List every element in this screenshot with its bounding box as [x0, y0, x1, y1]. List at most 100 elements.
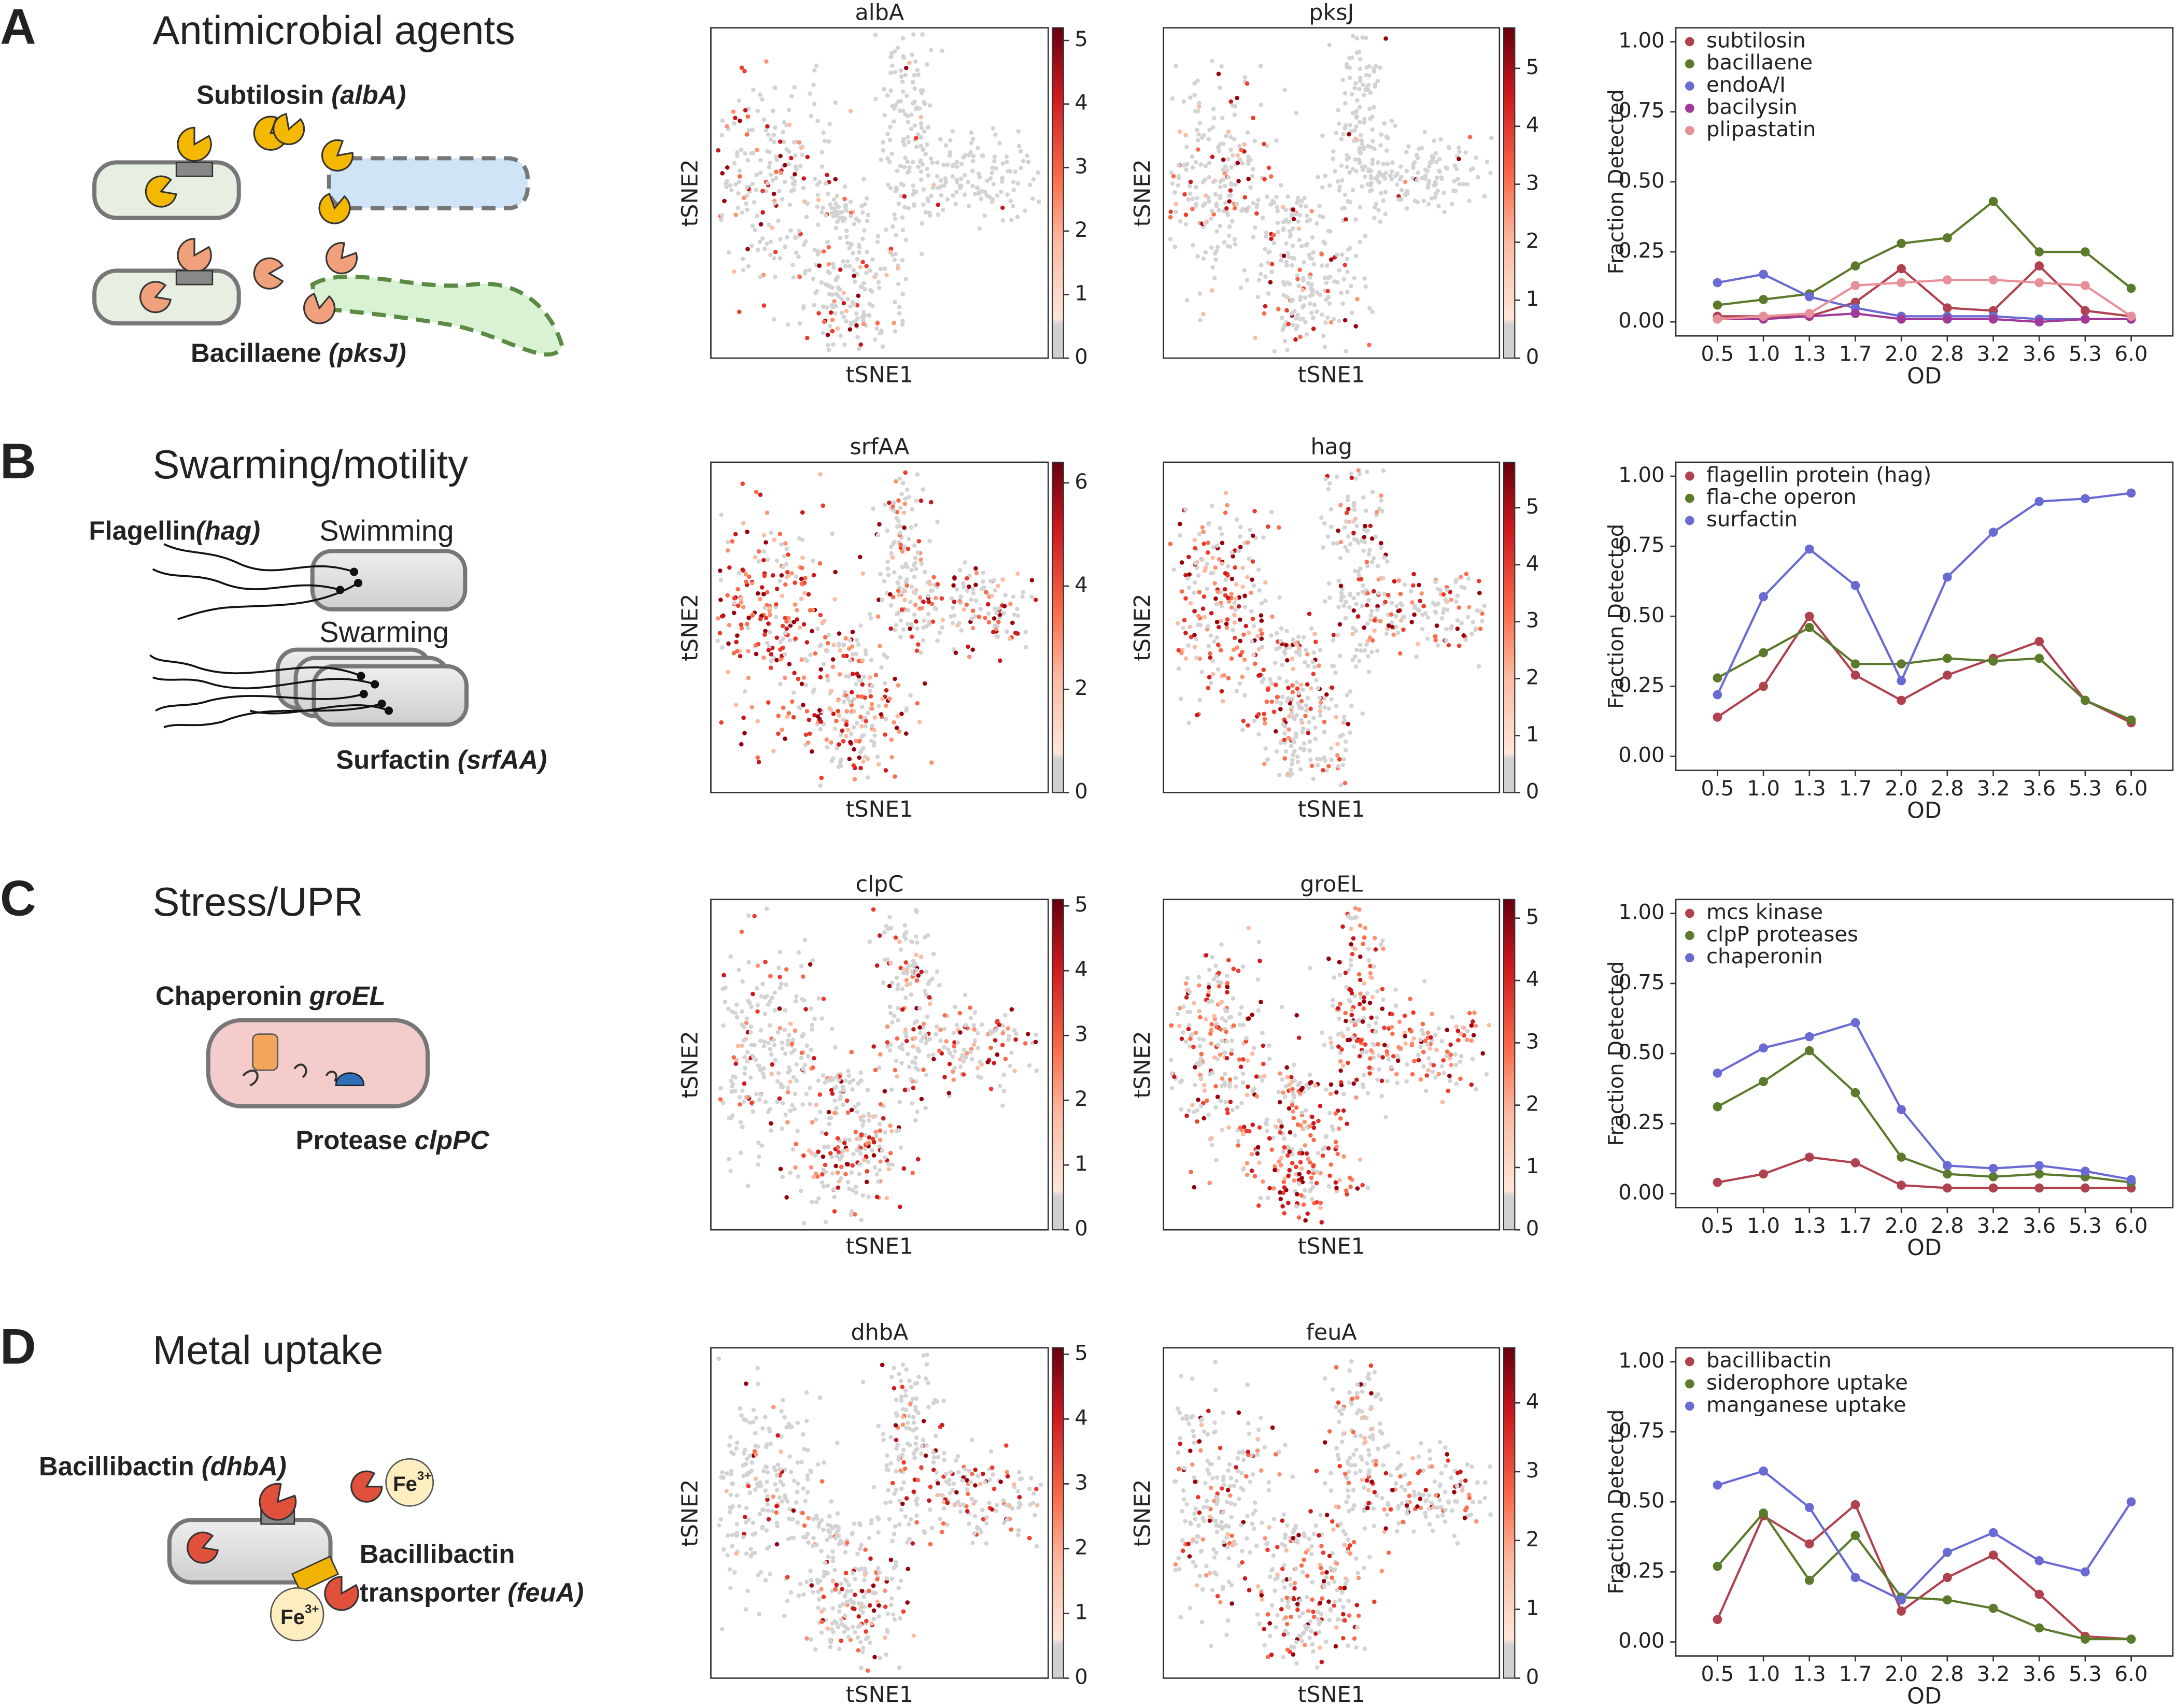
cell-point [1285, 1075, 1290, 1079]
cell-point [726, 250, 731, 255]
cell-point [1214, 602, 1219, 607]
cell-point [1337, 1178, 1342, 1183]
cell-point [1232, 112, 1237, 117]
cell-point [1201, 529, 1206, 534]
cell-point [1234, 1084, 1239, 1089]
cell-point [1458, 575, 1463, 579]
cell-point [836, 1185, 841, 1190]
cell-point [1221, 167, 1225, 172]
cell-point [1225, 990, 1229, 995]
tsne-points [716, 1353, 1043, 1673]
cell-point [1236, 1138, 1241, 1144]
plot-title: albA [855, 0, 904, 25]
cell-point [971, 1042, 977, 1047]
cell-point [754, 651, 759, 657]
cell-point [1229, 656, 1234, 661]
cell-point [1434, 1047, 1439, 1052]
cell-point [1214, 229, 1219, 234]
cell-point [823, 1170, 828, 1174]
cell-point [759, 994, 764, 999]
cell-point [731, 1451, 736, 1457]
cell-point [1007, 636, 1012, 641]
cell-point [745, 1472, 750, 1477]
cell-point [795, 608, 799, 613]
cell-point [1251, 583, 1256, 588]
cell-point [1296, 219, 1300, 224]
cell-point [1328, 1082, 1334, 1087]
cell-point [892, 1365, 896, 1371]
cell-point [969, 1497, 974, 1501]
cell-point [765, 510, 770, 515]
cell-point [989, 1507, 995, 1512]
cell-point [953, 202, 958, 206]
cell-point [905, 1441, 910, 1446]
cell-point [1362, 93, 1367, 97]
cell-point [1282, 651, 1288, 656]
cell-point [722, 973, 726, 978]
cell-point [730, 1113, 735, 1118]
cell-point [801, 703, 805, 707]
cell-point [1368, 618, 1373, 623]
cell-point [946, 1482, 952, 1487]
cell-point [1222, 1007, 1227, 1012]
cell-point [940, 625, 944, 630]
cell-point [1331, 998, 1335, 1003]
cell-point [837, 631, 842, 636]
cell-point [728, 1505, 733, 1511]
cell-point [811, 82, 816, 88]
cell-point [801, 176, 807, 181]
cell-point [1383, 170, 1388, 176]
cell-point [767, 222, 771, 227]
cell-point [1245, 540, 1250, 545]
cell-point [754, 643, 758, 648]
cell-point [872, 1165, 878, 1170]
cell-point [896, 983, 901, 987]
cell-point [774, 176, 779, 180]
cell-point [775, 1433, 781, 1438]
cell-point [1232, 137, 1237, 141]
cell-point [735, 150, 740, 155]
cell-point [1424, 1088, 1429, 1093]
colorbar-tick-label: 1 [1526, 1155, 1539, 1178]
cell-point [1365, 591, 1370, 596]
cell-point [1335, 633, 1340, 637]
cell-point [1298, 203, 1303, 208]
cell-point [981, 585, 986, 590]
cell-point [940, 1422, 944, 1428]
cell-point [894, 516, 899, 521]
cell-point [1256, 567, 1261, 572]
cell-point [970, 587, 976, 591]
cell-point [874, 326, 879, 331]
cell-point [1397, 1019, 1402, 1024]
cell-point [889, 980, 895, 985]
cell-point [1238, 286, 1243, 290]
cell-point [1369, 608, 1374, 614]
cell-point [1355, 296, 1360, 302]
cell-point [847, 327, 853, 332]
cell-point [895, 714, 900, 719]
cell-point [1319, 252, 1324, 257]
cell-point [793, 999, 798, 1004]
cell-point [1307, 720, 1312, 724]
cell-point [908, 981, 913, 986]
cell-point [1389, 177, 1394, 181]
cell-point [750, 581, 755, 586]
cell-point [773, 1468, 778, 1473]
cell-point [826, 245, 831, 250]
cell-point [1209, 208, 1214, 214]
cell-point [761, 533, 767, 538]
cell-point [814, 289, 819, 294]
cell-point [898, 1204, 902, 1209]
cell-point [1199, 135, 1205, 140]
cell-point [843, 1137, 848, 1142]
cell-point [903, 73, 908, 78]
cell-point [1028, 182, 1033, 188]
cell-point [892, 1491, 897, 1496]
cell-point [1282, 1145, 1287, 1150]
cell-point [1472, 1010, 1477, 1015]
cell-point [1315, 1170, 1320, 1175]
cell-point [831, 210, 837, 215]
plot-title: pksJ [1309, 0, 1354, 25]
cell-point [1249, 1152, 1254, 1157]
cell-point [1295, 755, 1300, 759]
